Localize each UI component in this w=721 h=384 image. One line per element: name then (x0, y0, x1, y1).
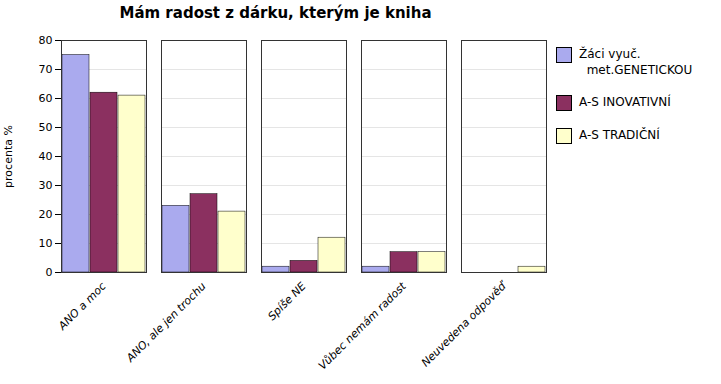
svg-text:Neuvedena odpověď: Neuvedena odpověď (419, 278, 511, 370)
svg-text:10: 10 (39, 237, 53, 250)
html-text:Mám radost z dárku, kterým je: Mám radost z dárku, kterým je kniha (119, 4, 432, 22)
svg-text:60: 60 (39, 92, 53, 105)
svg-text:Vůbec nemám radost: Vůbec nemám radost (316, 279, 409, 372)
svg-text:0: 0 (46, 266, 53, 279)
svg-text:ANO a moc: ANO a moc (55, 280, 108, 333)
html-text:A-S TRADIČNÍ: A-S TRADIČNÍ (579, 128, 660, 142)
svg-text:40: 40 (39, 150, 53, 163)
svg-text:30: 30 (39, 179, 53, 192)
svg-text:procenta %: procenta % (2, 125, 15, 188)
svg-text:ANO, ale jen trochu: ANO, ale jen trochu (123, 280, 208, 365)
svg-text:50: 50 (39, 121, 53, 134)
svg-text:Spíše NE: Spíše NE (265, 280, 308, 323)
svg-text:20: 20 (39, 208, 53, 221)
html-text:A-S INOVATIVNÍ: A-S INOVATIVNÍ (579, 95, 671, 109)
svg-text:70: 70 (39, 63, 53, 76)
svg-text:80: 80 (39, 34, 53, 47)
html-text:Žáci vyuč. met.GENETICKOU: Žáci vyuč. met.GENETICKOU (579, 47, 693, 77)
